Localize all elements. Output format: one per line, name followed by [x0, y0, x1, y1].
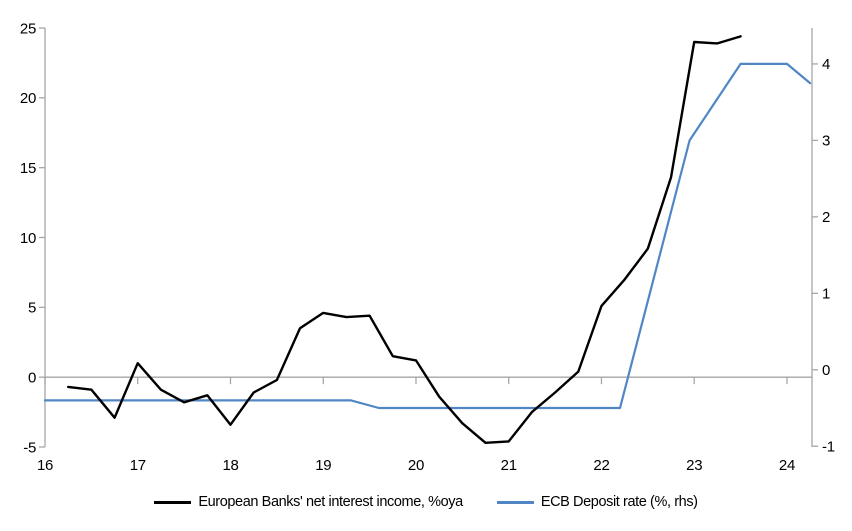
left-axis-tick-label: -5 — [23, 439, 36, 456]
right-axis-tick-label: -1 — [822, 438, 835, 455]
legend-label-nii: European Banks' net interest income, %oy… — [198, 494, 463, 510]
legend-label-ecb: ECB Deposit rate (%, rhs) — [540, 494, 698, 510]
series-line-ecb-deposit-rate — [43, 62, 812, 410]
x-axis-tick-label: 24 — [779, 457, 795, 474]
left-axis-tick-label: 20 — [20, 90, 36, 107]
legend-item-nii: European Banks' net interest income, %oy… — [154, 494, 463, 510]
right-axis-tick-label: 4 — [822, 56, 830, 73]
x-axis-tick-label: 23 — [686, 457, 702, 474]
right-axis-tick-label: 0 — [822, 362, 830, 379]
left-axis-tick-label: 0 — [28, 369, 36, 386]
right-axis-tick-label: 1 — [822, 286, 830, 303]
x-axis-tick-label: 19 — [315, 457, 331, 474]
right-axis-tick-label: 2 — [822, 209, 830, 226]
x-axis-tick-label: 20 — [408, 457, 424, 474]
legend: European Banks' net interest income, %oy… — [0, 491, 852, 513]
x-axis-tick-label: 17 — [130, 457, 146, 474]
series-line-bank-nii — [66, 35, 742, 444]
left-axis-tick-label: 15 — [20, 160, 36, 177]
left-axis-tick-label: 5 — [28, 300, 36, 317]
legend-item-ecb: ECB Deposit rate (%, rhs) — [496, 494, 698, 510]
series-layer — [43, 35, 812, 444]
nii-line-swatch-icon — [154, 500, 192, 504]
x-axis-tick-label: 16 — [37, 457, 53, 474]
ecb-line-swatch-icon — [496, 500, 534, 504]
x-axis-tick-label: 18 — [222, 457, 238, 474]
left-axis-tick-label: 10 — [20, 230, 36, 247]
right-axis-tick-label: 3 — [822, 133, 830, 150]
x-axis-tick-label: 22 — [593, 457, 609, 474]
x-axis-tick-label: 21 — [501, 457, 517, 474]
left-axis-tick-label: 25 — [20, 20, 36, 37]
